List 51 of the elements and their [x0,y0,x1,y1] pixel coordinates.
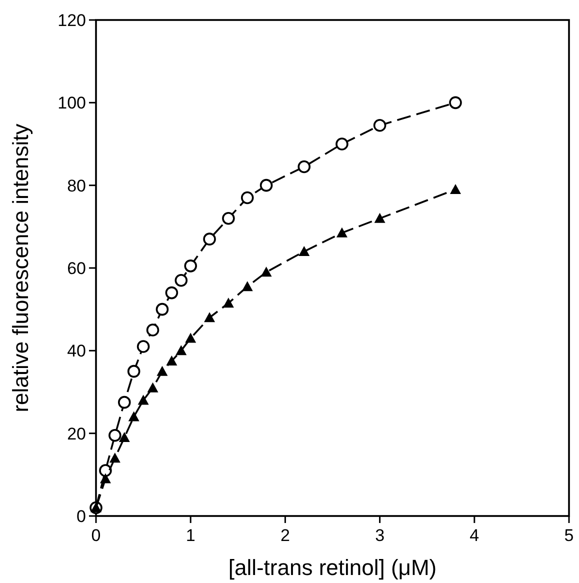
point [374,212,386,223]
y-tick-label: 20 [67,424,86,444]
point [222,298,234,308]
y-tick-label: 80 [67,176,86,196]
point [136,340,150,353]
point [174,274,188,287]
point [450,184,461,194]
point [373,119,386,132]
point [166,356,178,366]
point [260,178,273,192]
point [203,232,216,246]
point [138,394,149,405]
point [298,246,310,256]
y-tick-label: 40 [67,342,86,361]
point [260,266,272,277]
x-tick-label: 4 [470,526,480,545]
point [185,332,196,343]
point [100,473,111,484]
point [118,396,131,409]
point [118,432,130,442]
point [127,364,140,378]
y-tick-label: 60 [67,258,86,278]
point [156,366,168,376]
point [176,345,187,356]
point [99,464,112,477]
point [240,191,254,204]
point [165,286,178,300]
x-axis-title: [all-trans retinol] (μM) [228,555,437,580]
y-axis-title: relative fluorescence intensity [8,124,33,412]
y-tick-label: 120 [58,10,86,30]
point [336,138,348,150]
point [204,312,216,322]
point [108,429,122,442]
x-tick-label: 1 [186,526,196,545]
x-tick-label: 5 [564,526,574,545]
point [156,302,169,316]
point [147,382,158,392]
point [242,281,253,292]
x-tick-label: 3 [375,526,385,545]
point [109,452,120,463]
x-tick-label: 2 [280,526,290,545]
point [298,160,311,174]
y-tick-label: 100 [58,94,86,113]
y-tick-label: 0 [76,506,86,526]
point [146,324,160,336]
point [222,212,235,225]
point [336,227,348,238]
x-tick-label: 0 [91,526,101,545]
point [184,260,197,272]
point [128,411,140,422]
point [449,96,462,110]
